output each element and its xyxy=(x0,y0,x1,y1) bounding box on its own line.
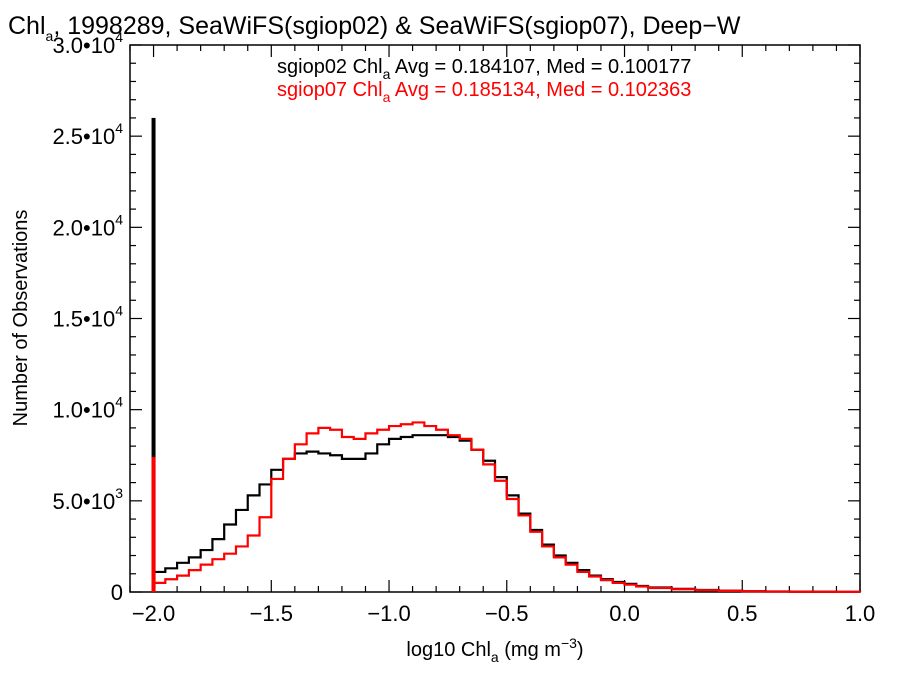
y-tick-label: 5.0•103 xyxy=(52,485,123,514)
y-tick-label: 1.5•104 xyxy=(52,303,123,332)
x-axis-label: log10 Chla (mg m−3) xyxy=(406,635,583,665)
y-axis-label: Number of Observations xyxy=(10,210,32,427)
legend-annotations: sgiop02 Chla Avg = 0.184107, Med = 0.100… xyxy=(277,56,691,105)
x-tick-label: 0.5 xyxy=(727,601,758,626)
x-tick-label: 0.0 xyxy=(609,601,640,626)
series-1 xyxy=(151,421,862,593)
x-tick-label: 1.0 xyxy=(845,601,876,626)
x-tick-label: −0.5 xyxy=(485,601,528,626)
y-tick-label: 0 xyxy=(111,580,123,605)
x-tick-label: −1.5 xyxy=(250,601,293,626)
y-tick-labels: 0 5.0•103 1.0•104 1.5•104 2.0•104 2.5•104 3.0•… xyxy=(52,29,123,605)
y-tick-label: 3.0•104 xyxy=(52,29,123,58)
series-layer xyxy=(151,117,862,593)
x-tick-label: −2.0 xyxy=(132,601,175,626)
annotation-line-0: sgiop02 Chla Avg = 0.184107, Med = 0.100… xyxy=(277,56,691,82)
x-tick-label: −1.0 xyxy=(367,601,410,626)
series-0-spike xyxy=(151,117,156,592)
y-tick-label: 2.0•104 xyxy=(52,211,123,240)
y-tick-label: 1.0•104 xyxy=(52,394,123,423)
axis-ticks xyxy=(129,44,861,593)
annotation-line-1: sgiop07 Chla Avg = 0.185134, Med = 0.102… xyxy=(277,79,691,105)
series-1-spike xyxy=(151,457,156,592)
series-1-line xyxy=(153,421,862,593)
x-tick-labels: −2.0 −1.5 −1.0 −0.5 0.0 0.5 1.0 xyxy=(132,601,875,626)
series-0 xyxy=(151,117,862,593)
chart-title: Chla, 1998289, SeaWiFS(sgiop02) & SeaWiF… xyxy=(8,12,741,44)
y-tick-label: 2.5•104 xyxy=(52,120,123,149)
series-0-line xyxy=(153,434,862,593)
